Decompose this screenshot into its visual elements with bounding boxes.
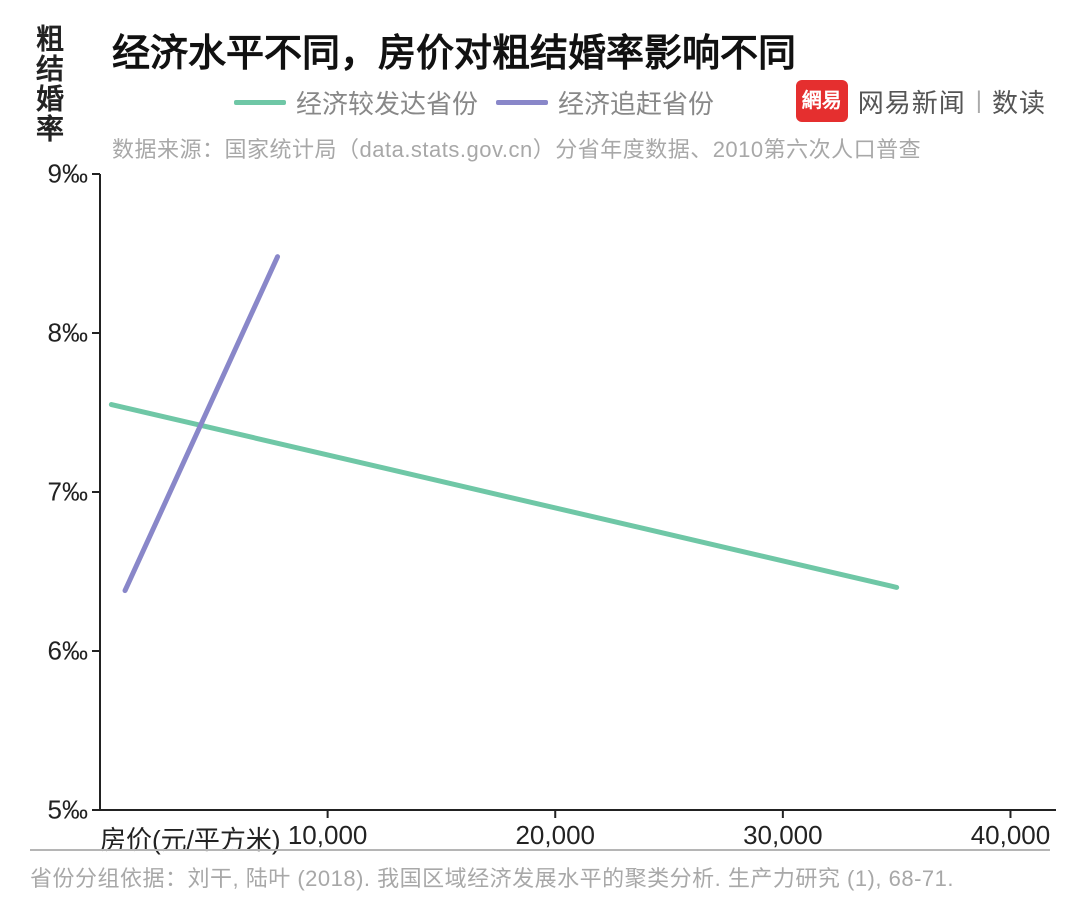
legend-label-developed: 经济较发达省份	[296, 84, 478, 121]
footer-rule	[30, 849, 1050, 851]
brand-sub: 数读	[992, 83, 1046, 120]
legend-item-developed: 经济较发达省份	[234, 84, 478, 121]
chart-container: 粗结婚率 经济水平不同，房价对粗结婚率影响不同 经济较发达省份 经济追赶省份 網…	[0, 0, 1080, 913]
x-tick-label: 20,000	[515, 820, 595, 851]
y-tick-label: 6‰	[48, 636, 88, 667]
y-tick-label: 7‰	[48, 477, 88, 508]
y-tick-label: 8‰	[48, 318, 88, 349]
data-source-line: 数据来源：国家统计局（data.stats.gov.cn）分省年度数据、2010…	[112, 132, 921, 164]
legend-item-catching-up: 经济追赶省份	[496, 84, 714, 121]
x-tick-label: 30,000	[743, 820, 823, 851]
chart-title: 经济水平不同，房价对粗结婚率影响不同	[112, 22, 796, 77]
chart-svg	[100, 174, 1056, 810]
x-tick-label: 40,000	[971, 820, 1051, 851]
y-tick-label: 9‰	[48, 159, 88, 190]
x-axis-label: 房价(元/平方米)	[100, 820, 281, 857]
y-axis-title: 粗结婚率	[28, 24, 68, 144]
plot-area: 5‰6‰7‰8‰9‰10,00020,00030,00040,000房价(元/平…	[100, 174, 1056, 810]
legend: 经济较发达省份 经济追赶省份	[234, 84, 714, 121]
brand-block: 網易 网易新闻 | 数读	[796, 80, 1046, 122]
legend-label-catching-up: 经济追赶省份	[558, 84, 714, 121]
brand-name: 网易新闻	[858, 83, 966, 120]
netease-logo-icon: 網易	[796, 80, 848, 122]
legend-swatch-catching-up	[496, 100, 548, 105]
x-tick-label: 10,000	[288, 820, 368, 851]
y-tick-label: 5‰	[48, 795, 88, 826]
legend-swatch-developed	[234, 100, 286, 105]
footer-note: 省份分组依据：刘干, 陆叶 (2018). 我国区域经济发展水平的聚类分析. 生…	[30, 861, 954, 893]
brand-separator: |	[976, 87, 982, 115]
